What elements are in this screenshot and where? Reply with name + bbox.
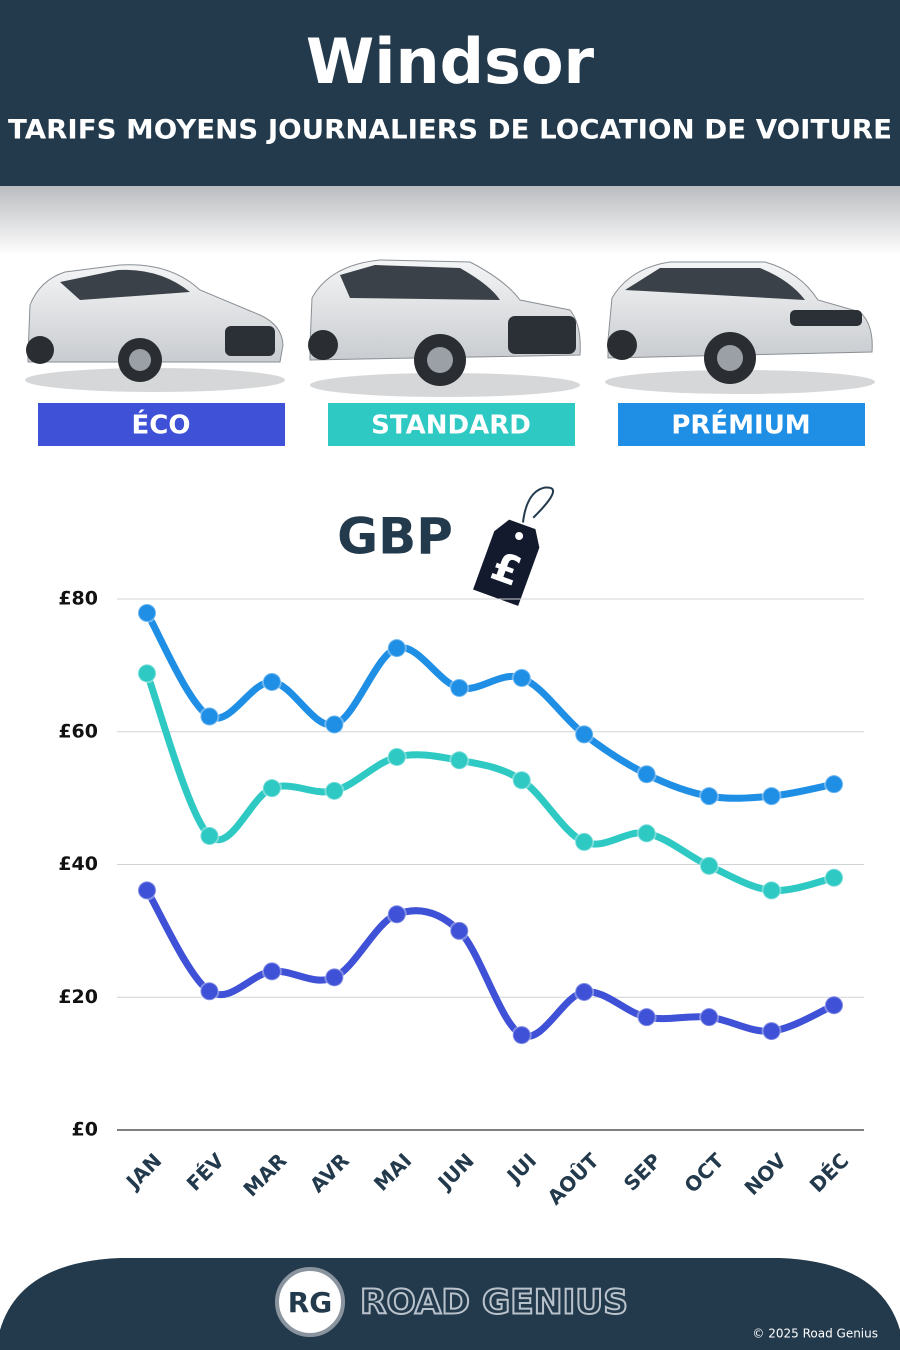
data-point — [261, 961, 282, 982]
logo-circle — [275, 1267, 345, 1337]
x-tick-label: DÉC — [805, 1148, 854, 1197]
data-point — [824, 995, 844, 1016]
x-tick-label: MAR — [238, 1148, 291, 1201]
data-point — [199, 706, 220, 727]
x-tick-label: OCT — [679, 1148, 728, 1197]
x-tick-label: AVR — [305, 1148, 354, 1197]
data-point — [636, 764, 657, 785]
car-standard — [308, 259, 581, 397]
data-point — [699, 855, 720, 876]
data-point — [761, 786, 782, 807]
legend-label: STANDARD — [371, 411, 531, 441]
price-tag: £ — [473, 486, 555, 606]
data-point — [574, 831, 595, 852]
legend-swatch — [38, 403, 285, 446]
data-point — [137, 663, 157, 684]
data-point — [511, 770, 532, 791]
legend-swatch — [328, 403, 575, 446]
data-point — [636, 823, 657, 844]
data-point — [324, 714, 345, 735]
y-tick-label: £40 — [58, 853, 98, 875]
title: Windsor — [306, 25, 595, 98]
data-point — [511, 667, 532, 688]
line-chart: £0 £20 £40 £60 £80 JAN FÉV MAR AVR MAI JUN JUI AOÛT S… — [58, 588, 864, 1210]
x-tick-label: SEP — [619, 1148, 666, 1195]
data-point — [199, 981, 220, 1002]
data-point — [137, 602, 157, 623]
legend: ÉCO STANDARD PRÉMIUM — [38, 403, 865, 446]
data-point — [199, 825, 220, 846]
data-point — [824, 867, 844, 888]
legend-label: ÉCO — [132, 409, 191, 441]
data-point — [386, 904, 407, 925]
data-point — [574, 724, 595, 745]
y-tick-label: £60 — [58, 720, 98, 742]
brand: ROAD GENIUS — [360, 1283, 628, 1323]
data-point — [386, 638, 407, 659]
data-point — [761, 880, 782, 901]
data-point — [699, 786, 720, 807]
legend-label: PRÉMIUM — [671, 409, 810, 441]
series-line — [143, 669, 838, 895]
x-tick-label: NOV — [740, 1148, 792, 1200]
data-point — [261, 671, 282, 692]
x-tick-label: MAI — [369, 1148, 416, 1195]
x-tick-label: JAN — [120, 1148, 166, 1194]
x-tick-label: FÉV — [182, 1148, 230, 1196]
header-band — [0, 0, 900, 186]
data-point — [636, 1007, 657, 1028]
series-line — [143, 886, 838, 1040]
data-point — [824, 774, 844, 795]
x-tick-label: JUN — [432, 1148, 479, 1195]
footer-band — [0, 1258, 900, 1350]
subtitle: TARIFS MOYENS JOURNALIERS DE LOCATION DE… — [8, 115, 892, 146]
data-point — [449, 920, 470, 941]
data-point — [761, 1021, 782, 1042]
header-shadow — [0, 186, 900, 256]
data-point — [511, 1025, 532, 1046]
car-premium — [605, 261, 875, 394]
y-tick-label: £20 — [58, 986, 98, 1008]
copyright: © 2025 Road Genius — [752, 1327, 878, 1341]
data-point — [324, 967, 345, 988]
data-point — [324, 780, 345, 801]
data-point — [449, 750, 470, 771]
car-eco — [25, 264, 285, 392]
data-point — [699, 1007, 720, 1028]
legend-swatch — [618, 403, 865, 446]
y-tick-label: £80 — [58, 588, 98, 610]
data-point — [449, 677, 470, 698]
logo: RG — [288, 1286, 333, 1319]
data-point — [261, 778, 282, 799]
y-tick-label: £0 — [72, 1119, 98, 1141]
data-point — [386, 746, 407, 767]
data-point — [137, 880, 157, 901]
x-tick-label: JUI — [501, 1148, 541, 1188]
series-line — [143, 609, 838, 802]
unit-label: GBP — [337, 508, 453, 566]
x-tick-label: AOÛT — [543, 1148, 604, 1209]
data-point — [574, 981, 595, 1002]
